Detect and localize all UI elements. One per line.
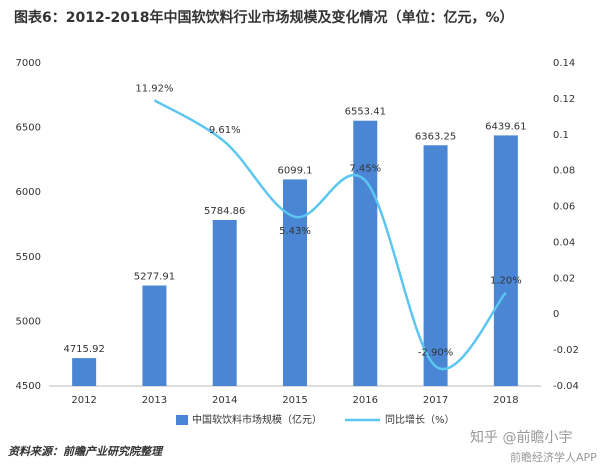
bar-label: 6099.1 [278,165,313,176]
y2-tick-label: 0.02 [553,273,575,284]
y-tick-label: 5000 [16,316,41,327]
legend-label: 中国软饮料市场规模（亿元） [192,413,322,426]
y-tick-label: 7000 [16,58,41,69]
bar-label: 6439.61 [485,121,526,132]
bar [493,135,518,386]
bar [212,219,237,386]
x-tick-label: 2015 [282,395,307,406]
y2-tick-label: 0.12 [553,94,575,105]
line-label: 9.61% [209,125,241,136]
y-tick-label: 6500 [16,123,41,134]
source: 资料来源：前瞻产业研究院整理 [8,445,164,458]
line-label: 1.20% [490,276,522,287]
x-tick-label: 2018 [493,395,518,406]
legend-swatch [176,415,188,425]
watermark: 前瞻经济学人APP [510,450,597,464]
line-label: 7.45% [349,164,381,175]
x-tick-label: 2012 [71,395,96,406]
x-tick-label: 2013 [142,395,167,406]
bar [283,179,307,386]
y-tick-label: 4500 [16,381,41,392]
y2-tick-label: 0.06 [553,202,575,213]
bar-label: 4715.92 [63,344,104,355]
bar-label: 6363.25 [415,131,456,142]
y2-tick-label: 0.14 [553,58,575,69]
y2-tick-label: -0.02 [553,345,579,356]
bar-label: 5277.91 [134,271,175,282]
y-tick-label: 6000 [16,187,41,198]
line-label: -2.90% [418,347,453,358]
bar [142,285,167,386]
watermark: 知乎 @前瞻小宇 [470,429,572,446]
line-label: 11.92% [135,83,173,94]
bar [72,358,97,386]
bar-label: 5784.86 [204,206,245,217]
y2-tick-label: 0.08 [553,166,575,177]
x-tick-label: 2014 [212,395,237,406]
y-tick-label: 5500 [16,252,41,263]
y2-tick-label: 0 [553,309,559,320]
y2-tick-label: -0.04 [553,381,579,392]
legend-label: 同比增长（%） [385,413,455,426]
y2-tick-label: 0.1 [553,130,569,141]
chart-title: 图表6：2012-2018年中国软饮料行业市场规模及变化情况（单位：亿元，%） [14,9,514,26]
growth-line [153,99,507,371]
bar [353,120,378,386]
bar-label: 6553.41 [345,107,386,118]
line-label: 5.43% [279,226,311,237]
y2-tick-label: 0.04 [553,237,575,248]
x-tick-label: 2016 [353,395,378,406]
bar [423,145,448,386]
x-tick-label: 2017 [423,395,448,406]
